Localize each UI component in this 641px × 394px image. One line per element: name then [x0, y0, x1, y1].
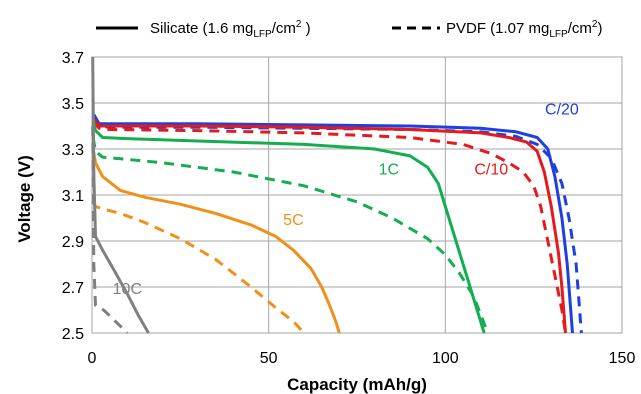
series-c-20-solid	[92, 113, 574, 334]
legend-solid-end: )	[301, 20, 310, 37]
legend-solid-label: Silicate (1.6 mgLFP/cm2 )	[150, 19, 311, 40]
tick-labels: 2.5 2.7 2.9 3.1 3.3 3.5 3.7 0 50 100 150	[62, 50, 636, 367]
rate-label-c-20: C/20	[545, 102, 579, 119]
x-axis-title: Capacity (mAh/g)	[287, 375, 427, 394]
legend-dashed-tail: /cm	[568, 20, 592, 37]
legend-solid-sup: 2	[296, 19, 302, 30]
series-c-10-solid	[92, 118, 567, 334]
legend-dashed-end: )	[597, 20, 602, 37]
rate-label-10c: 10C	[113, 281, 142, 298]
legend: Silicate (1.6 mgLFP/cm2 ) PVDF (1.07 mgL…	[96, 19, 602, 40]
y-tick-label: 3.7	[62, 50, 84, 67]
legend-solid-main: Silicate (1.6 mg	[150, 20, 253, 37]
y-tick-label: 2.7	[62, 280, 84, 297]
y-axis-title: Voltage (V)	[15, 155, 34, 243]
x-tick-label: 150	[609, 350, 636, 367]
y-tick-label: 2.5	[62, 326, 84, 343]
x-tick-label: 100	[432, 350, 459, 367]
y-tick-label: 3.1	[62, 188, 84, 205]
x-tick-label: 0	[88, 350, 97, 367]
series-5c-solid	[91, 148, 341, 334]
y-tick-label: 2.9	[62, 234, 84, 251]
rate-label-c-10: C/10	[474, 161, 508, 178]
grid	[91, 56, 623, 334]
legend-dashed-sup: 2	[592, 19, 598, 30]
y-tick-label: 3.3	[62, 142, 84, 159]
series-10c-dashed	[91, 125, 129, 335]
series-c-10-dashed	[92, 120, 567, 334]
series-1c-dashed	[91, 137, 490, 334]
series-5c-dashed	[91, 201, 306, 335]
rate-label-5c: 5C	[283, 212, 303, 229]
series-1c-solid	[91, 118, 486, 334]
rate-label-1c: 1C	[379, 161, 399, 178]
legend-solid-sub: LFP	[253, 29, 272, 40]
x-tick-label: 50	[260, 350, 278, 367]
series-lines	[91, 56, 583, 335]
legend-dashed-main: PVDF (1.07 mg	[446, 20, 549, 37]
legend-dashed-label: PVDF (1.07 mgLFP/cm2)	[446, 19, 602, 40]
legend-dashed-sub: LFP	[549, 29, 568, 40]
rate-labels: C/20 C/10 1C 5C 10C	[113, 102, 579, 298]
y-tick-label: 3.5	[62, 96, 84, 113]
legend-solid-tail: /cm	[272, 20, 296, 37]
